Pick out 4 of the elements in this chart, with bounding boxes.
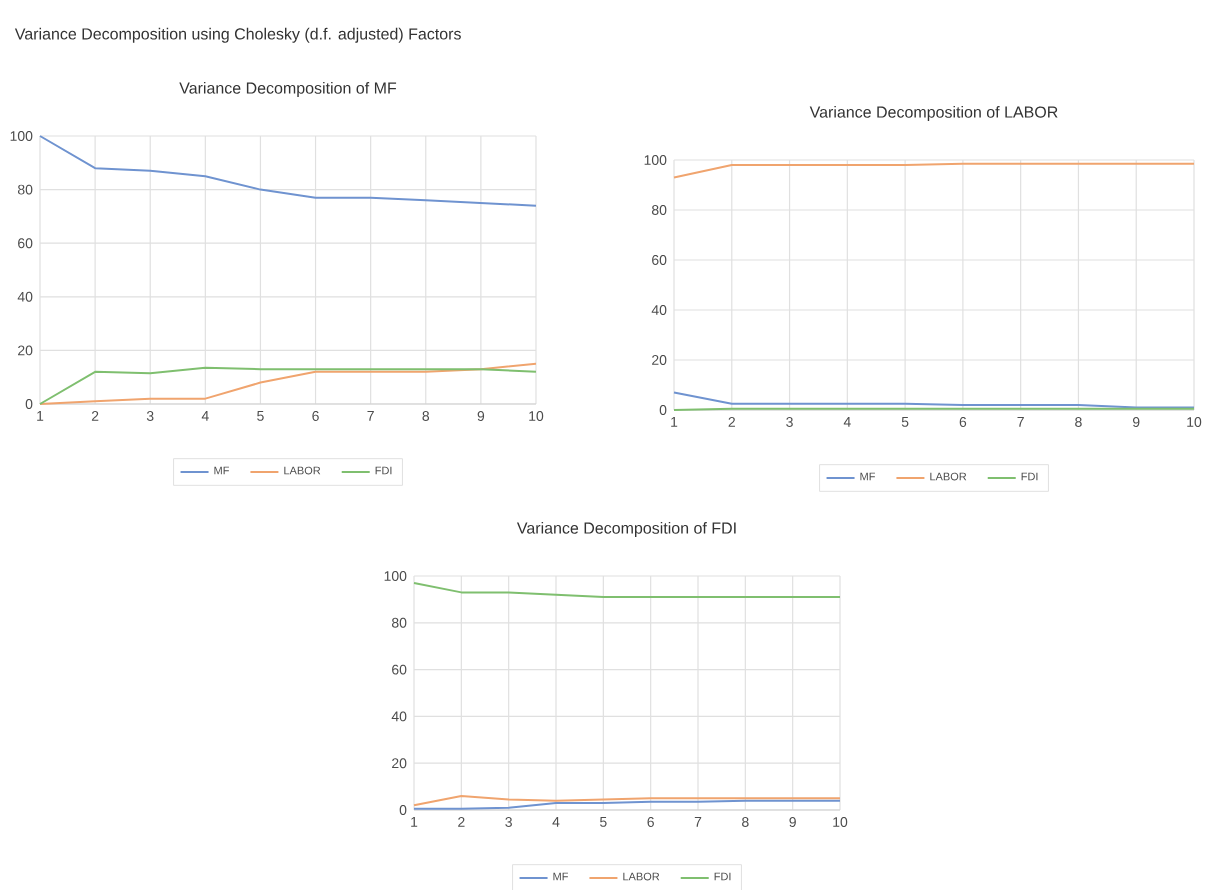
text: Variance Decomposition using Cholesky (d.f. adjusted) Factors — [14, 27, 461, 43]
chart-title: Variance Decomposition of LABOR — [809, 106, 1058, 121]
chart-title: Variance Decomposition of FDI — [516, 522, 736, 537]
chart-title: Variance Decomposition of MF — [179, 82, 397, 97]
